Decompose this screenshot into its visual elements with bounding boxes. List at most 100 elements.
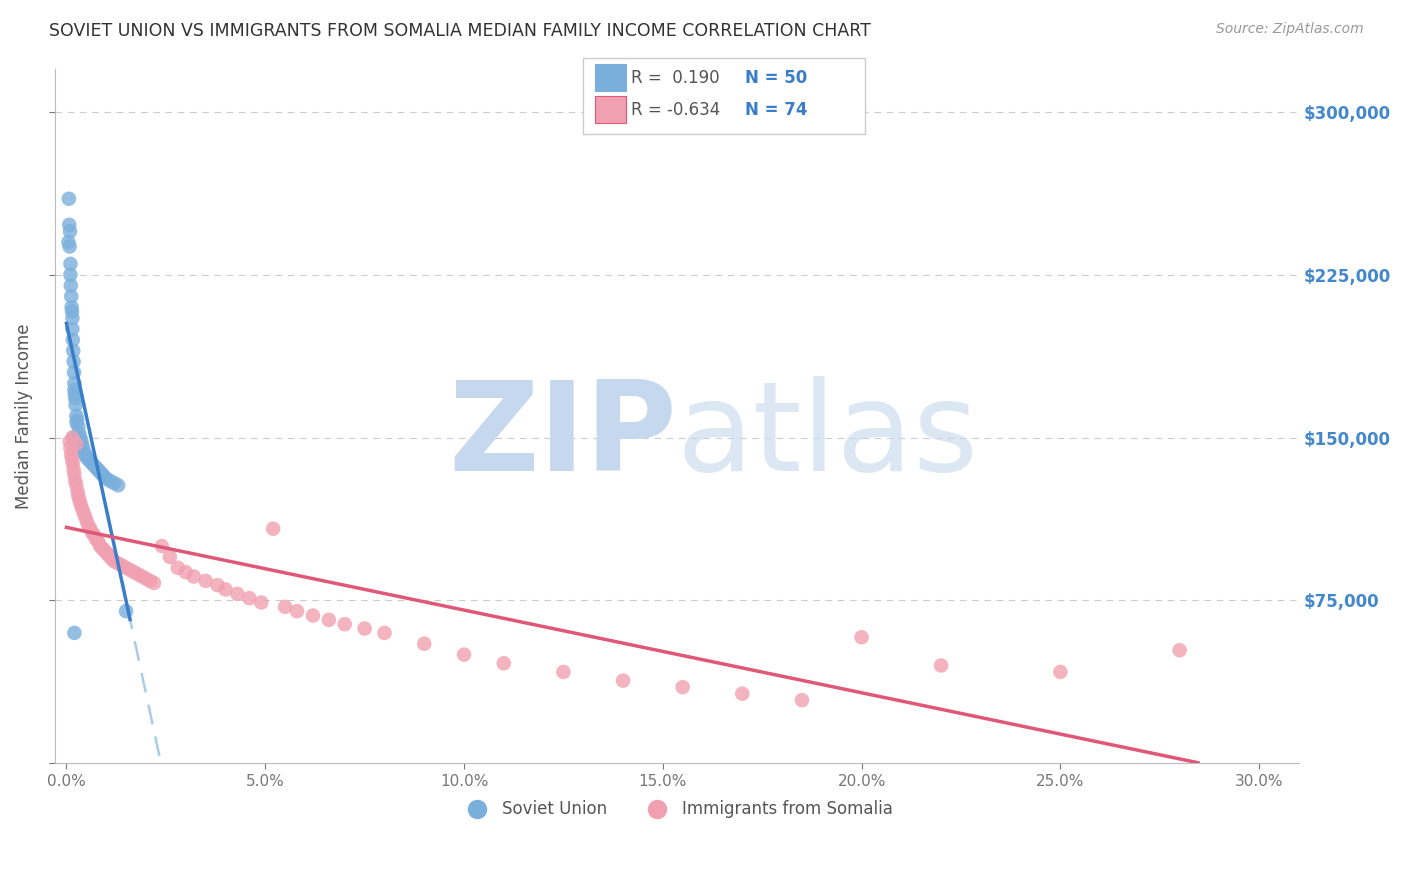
Point: [75, 511, 97, 525]
Text: SOVIET UNION VS IMMIGRANTS FROM SOMALIA MEDIAN FAMILY INCOME CORRELATION CHART: SOVIET UNION VS IMMIGRANTS FROM SOMALIA …: [49, 22, 872, 40]
Point: [66, 484, 89, 499]
Point: [63, 387, 86, 401]
Point: [59, 434, 82, 449]
Point: [59, 239, 82, 253]
Point: [97, 548, 120, 562]
Point: [58, 218, 80, 232]
Point: [98, 474, 121, 488]
Point: [250, 595, 273, 609]
Point: [59, 442, 82, 456]
Point: [69, 493, 91, 508]
Point: [91, 467, 114, 482]
Point: [62, 354, 84, 368]
Point: [60, 304, 83, 318]
Point: [60, 448, 83, 462]
Point: [103, 476, 125, 491]
Point: [274, 599, 297, 614]
Point: [62, 431, 84, 445]
Point: [103, 554, 125, 568]
Point: [79, 522, 101, 536]
Point: [60, 452, 83, 467]
Point: [135, 572, 157, 586]
Point: [107, 478, 129, 492]
Point: [929, 658, 952, 673]
Text: R = -0.634: R = -0.634: [631, 101, 720, 119]
Point: [73, 507, 96, 521]
Text: Source: ZipAtlas.com: Source: ZipAtlas.com: [1216, 22, 1364, 37]
Point: [77, 519, 100, 533]
Point: [285, 604, 308, 618]
Point: [62, 311, 84, 326]
Point: [72, 442, 94, 456]
Point: [67, 419, 90, 434]
Point: [63, 366, 86, 380]
Text: N = 50: N = 50: [745, 69, 807, 87]
Text: atlas: atlas: [676, 376, 979, 497]
Point: [59, 278, 82, 293]
Point: [62, 343, 84, 358]
Point: [851, 630, 873, 644]
Point: [413, 637, 436, 651]
Point: [73, 446, 96, 460]
Point: [207, 578, 229, 592]
Point: [62, 463, 84, 477]
Point: [84, 533, 107, 547]
Point: [115, 561, 138, 575]
Point: [373, 626, 395, 640]
Point: [79, 454, 101, 468]
Point: [127, 567, 149, 582]
Point: [93, 543, 115, 558]
Point: [159, 549, 181, 564]
Point: [120, 563, 142, 577]
Point: [77, 452, 100, 467]
Point: [214, 582, 236, 597]
Text: N = 74: N = 74: [745, 101, 807, 119]
Point: [62, 333, 84, 347]
Point: [492, 657, 515, 671]
Point: [63, 467, 86, 482]
Point: [194, 574, 217, 588]
Point: [75, 450, 97, 464]
Point: [62, 457, 84, 471]
Point: [302, 608, 325, 623]
Point: [75, 448, 97, 462]
Point: [96, 545, 118, 559]
Point: [72, 439, 94, 453]
Point: [63, 392, 86, 406]
Point: [453, 648, 475, 662]
Point: [59, 268, 82, 282]
Point: [62, 322, 84, 336]
Point: [1168, 643, 1191, 657]
Point: [131, 569, 153, 583]
Point: [87, 463, 110, 477]
Point: [238, 591, 260, 606]
Point: [150, 539, 173, 553]
Point: [262, 522, 284, 536]
Point: [58, 192, 80, 206]
Point: [96, 472, 118, 486]
Point: [89, 539, 111, 553]
Point: [318, 613, 340, 627]
Point: [58, 235, 80, 249]
Point: [63, 383, 86, 397]
Point: [65, 398, 87, 412]
Point: [174, 565, 197, 579]
Point: [65, 409, 87, 423]
Point: [353, 622, 375, 636]
Point: [59, 224, 82, 238]
Point: [93, 469, 115, 483]
Point: [111, 558, 134, 573]
Point: [65, 478, 87, 492]
Point: [67, 489, 90, 503]
Point: [83, 528, 105, 542]
Point: [69, 431, 91, 445]
Point: [82, 457, 104, 471]
Point: [63, 376, 86, 391]
Point: [67, 426, 90, 441]
Point: [66, 413, 89, 427]
Point: [98, 549, 121, 564]
Point: [553, 665, 575, 679]
Point: [60, 300, 83, 314]
Point: [91, 541, 114, 556]
Text: R =  0.190: R = 0.190: [631, 69, 720, 87]
